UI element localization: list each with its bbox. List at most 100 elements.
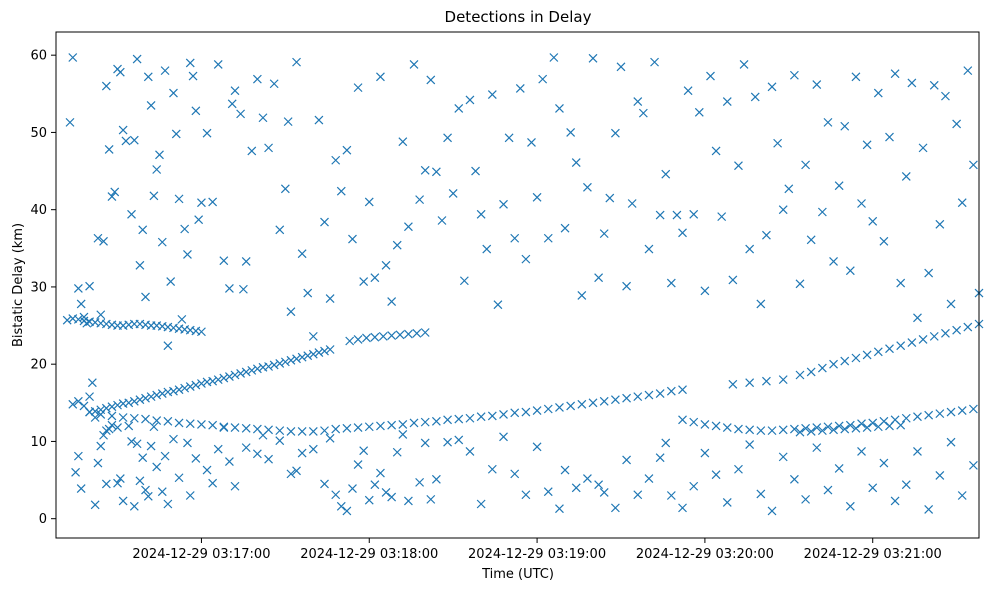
data-point [113, 423, 122, 432]
data-point [655, 210, 665, 220]
data-point [795, 370, 805, 380]
data-point [127, 437, 136, 446]
data-point [532, 442, 542, 452]
data-point [392, 447, 402, 457]
data-point [230, 481, 240, 491]
data-point [588, 53, 598, 63]
data-point [594, 480, 604, 490]
data-point [71, 467, 81, 477]
data-point [104, 424, 114, 434]
data-point [104, 144, 114, 154]
x-tick-label: 2024-12-29 03:18:00 [300, 547, 438, 562]
data-point [504, 133, 514, 143]
data-point [566, 401, 576, 411]
x-axis-title: Time (UTC) [481, 567, 554, 582]
data-point [532, 192, 542, 202]
data-point [213, 375, 223, 385]
data-point [303, 288, 313, 298]
data-point [840, 121, 850, 131]
data-point [851, 72, 861, 82]
data-point [801, 160, 811, 170]
data-point [482, 244, 492, 254]
data-point [124, 398, 134, 408]
data-point [722, 498, 732, 507]
data-point [935, 409, 945, 419]
data-point [101, 81, 111, 91]
data-point [616, 62, 626, 72]
data-point [269, 79, 279, 89]
data-point [521, 254, 531, 264]
data-point [208, 420, 218, 430]
data-point [913, 447, 922, 456]
data-point [252, 364, 262, 374]
data-point [163, 416, 173, 426]
data-point [700, 420, 710, 429]
data-point [913, 313, 922, 323]
data-point [885, 421, 894, 431]
data-point [728, 275, 738, 285]
data-point [107, 411, 117, 421]
data-point [801, 423, 811, 433]
data-point [510, 233, 520, 243]
data-point [230, 423, 240, 432]
data-point [521, 407, 531, 417]
data-point [412, 328, 422, 338]
data-point [633, 392, 643, 402]
data-point [157, 237, 167, 247]
data-point [387, 331, 397, 341]
data-point [135, 260, 145, 270]
data-point [487, 90, 497, 99]
data-point [901, 480, 911, 490]
data-point [706, 71, 715, 81]
data-point [129, 396, 139, 406]
data-point [73, 284, 83, 293]
data-point [185, 419, 195, 429]
data-point [968, 404, 978, 414]
data-point [896, 278, 906, 288]
data-point [118, 125, 128, 135]
data-point [141, 292, 150, 302]
data-point [166, 277, 176, 286]
data-point [789, 424, 799, 434]
data-point [672, 210, 682, 220]
data-point [851, 353, 861, 363]
data-point [756, 489, 766, 499]
data-point [160, 451, 170, 461]
y-tick-label: 0 [39, 512, 47, 527]
data-point [527, 138, 536, 147]
data-point [543, 487, 553, 497]
data-point [515, 83, 525, 93]
data-point [403, 329, 413, 339]
data-point [711, 146, 721, 156]
data-point [644, 244, 654, 254]
data-point [459, 276, 469, 286]
data-point [560, 465, 570, 475]
data-point [499, 409, 508, 419]
data-point [275, 436, 285, 446]
data-point [152, 390, 162, 400]
data-point [342, 145, 352, 155]
data-point [454, 414, 464, 424]
data-point [342, 423, 352, 433]
data-point [138, 453, 148, 463]
data-point [789, 474, 799, 484]
data-point [778, 205, 788, 215]
data-point [415, 195, 425, 205]
data-point [292, 57, 301, 67]
data-point [487, 411, 497, 421]
data-point [638, 108, 648, 118]
data-point [784, 184, 794, 194]
data-point [364, 422, 374, 432]
data-point [476, 209, 486, 219]
data-point [941, 91, 950, 101]
data-point [610, 395, 620, 405]
data-point [918, 143, 928, 153]
data-point [745, 440, 755, 449]
data-point [734, 464, 743, 474]
data-point [236, 369, 246, 378]
data-point [873, 88, 883, 98]
data-point [901, 413, 911, 423]
data-point [68, 53, 78, 62]
data-point [443, 133, 453, 143]
data-point [252, 449, 262, 459]
